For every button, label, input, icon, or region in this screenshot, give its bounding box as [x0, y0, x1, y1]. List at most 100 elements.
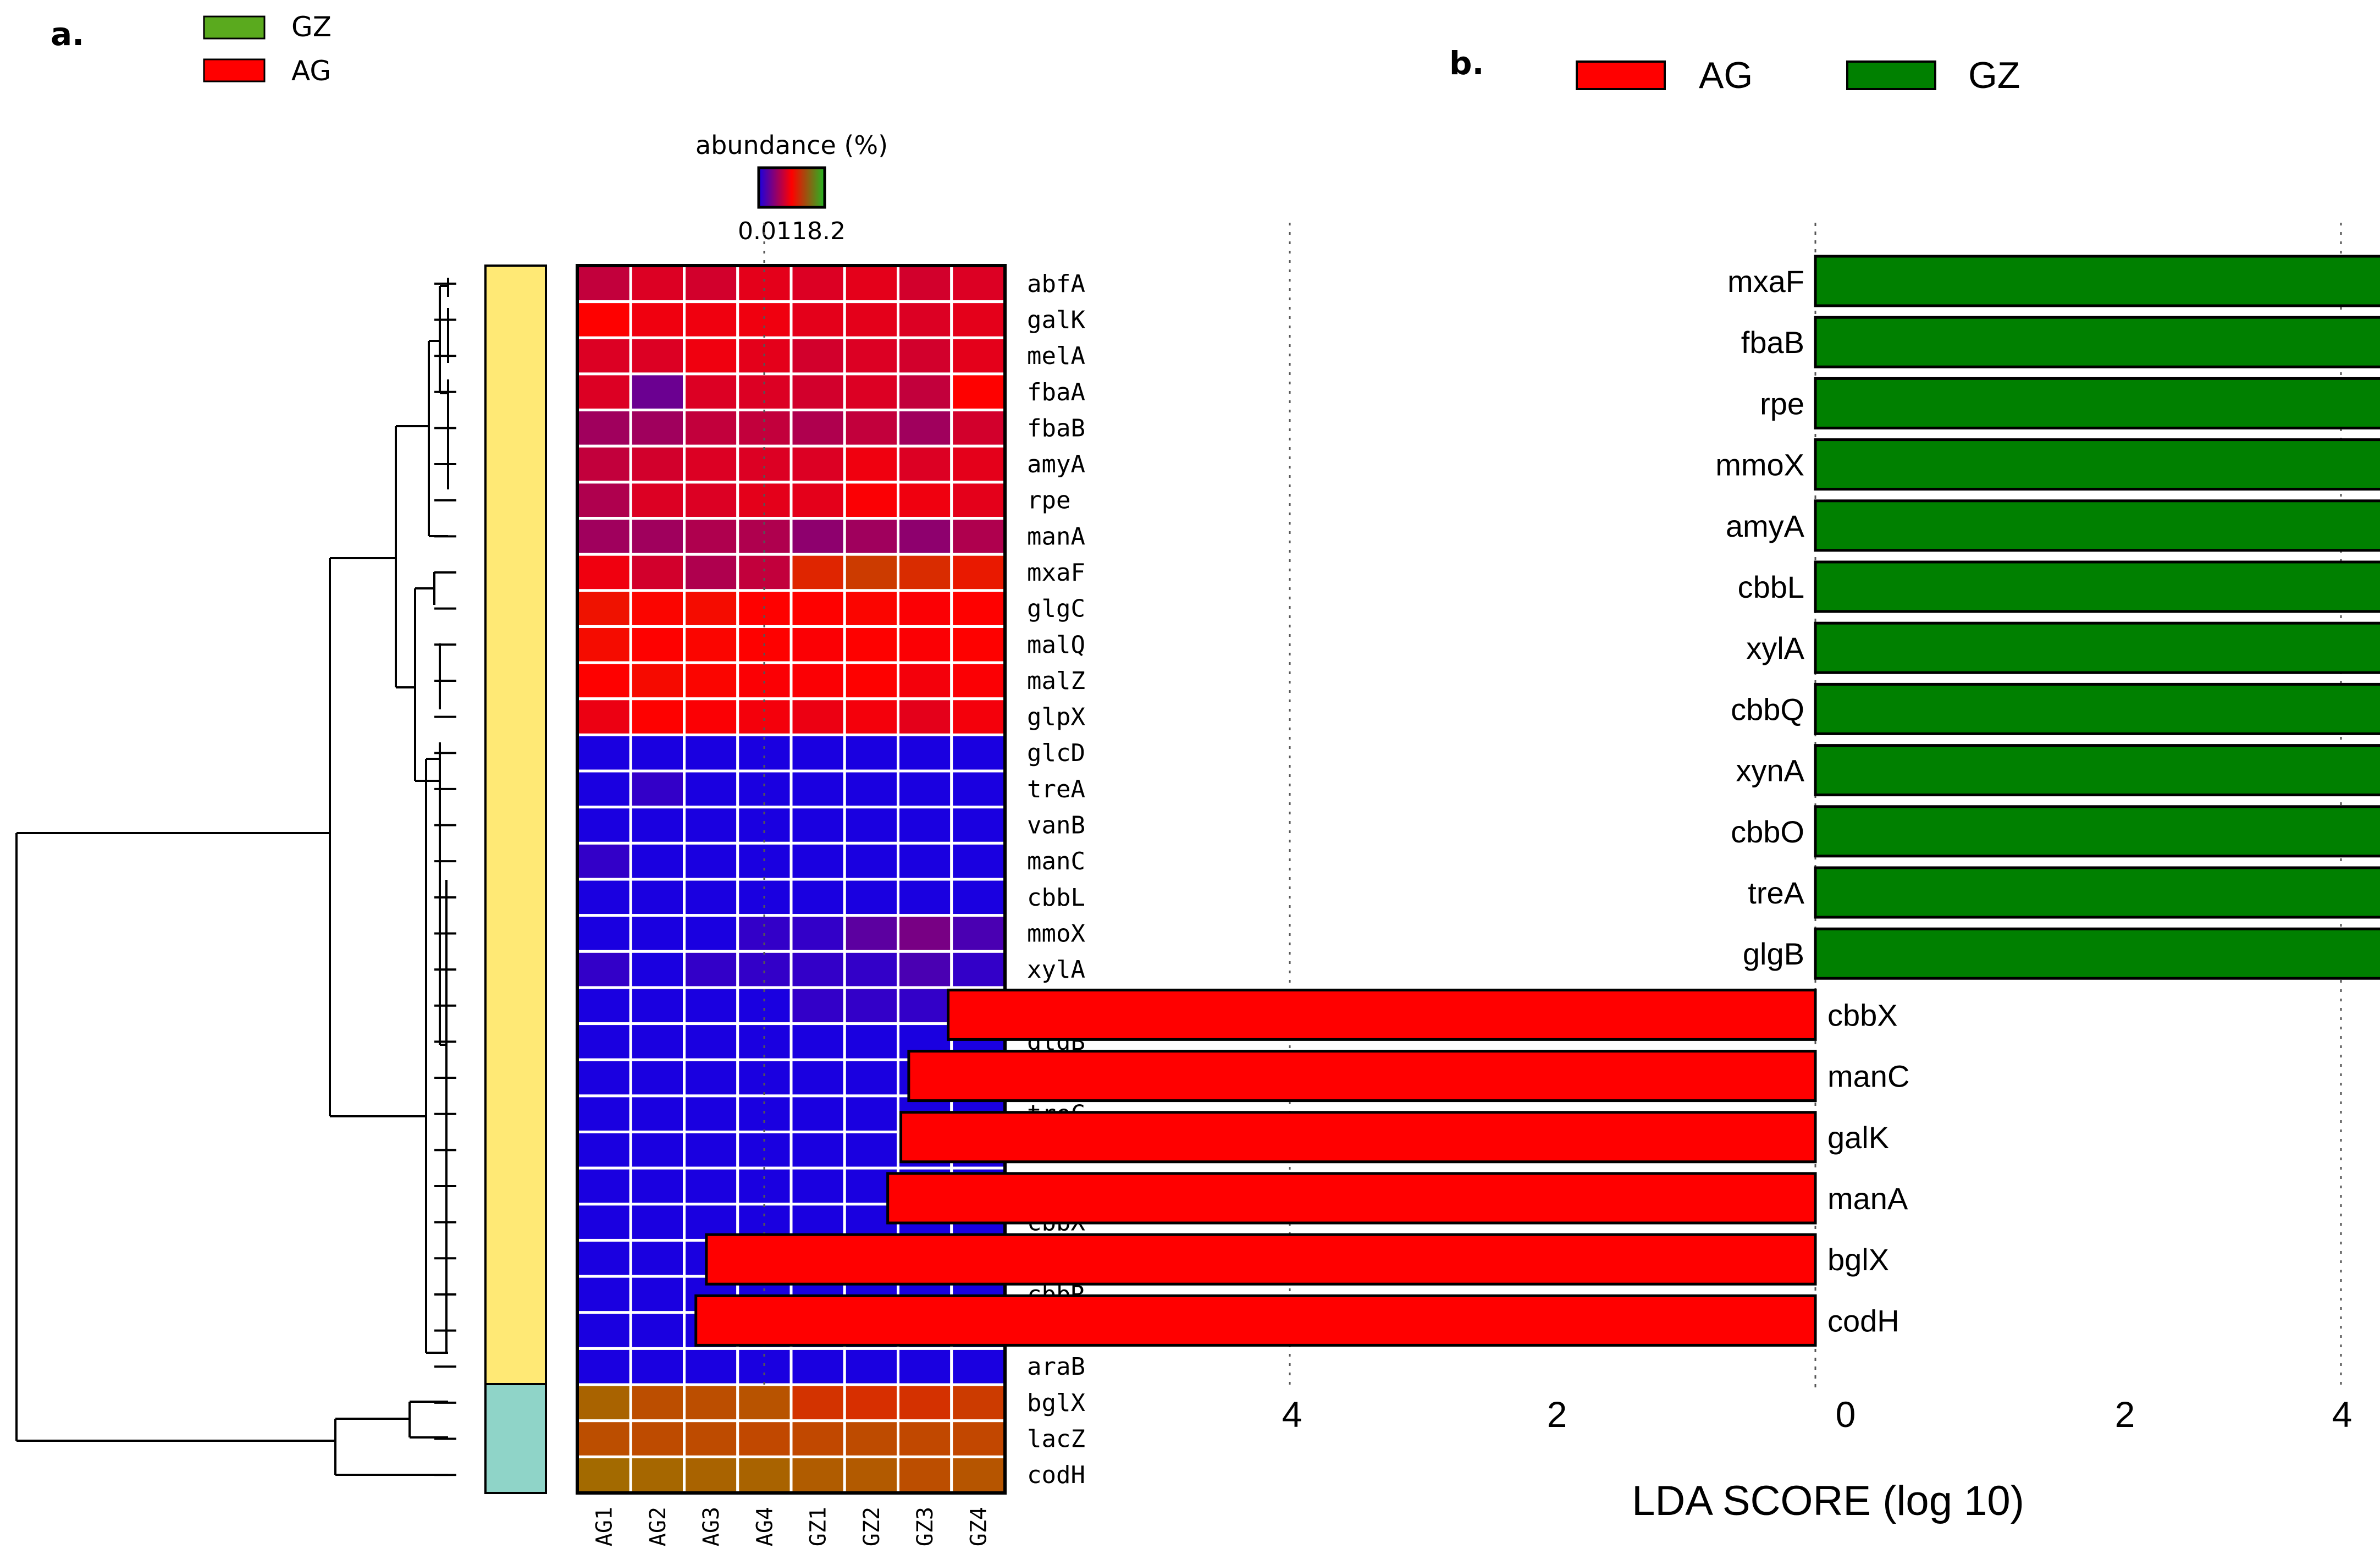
heatmap-cell	[897, 372, 953, 412]
heatmap-cell	[950, 661, 1007, 701]
legend-swatch-ag	[203, 58, 266, 82]
heatmap-cell	[576, 1094, 632, 1134]
heatmap-cell	[629, 1311, 686, 1350]
gene-label: bglX	[1027, 1389, 1085, 1417]
heatmap-frame	[576, 264, 1007, 1495]
heatmap-cell	[897, 841, 953, 881]
heatmap-cell	[789, 481, 846, 520]
heatmap-cell	[683, 950, 739, 989]
heatmap-cell	[789, 697, 846, 736]
heatmap-cell	[576, 444, 632, 484]
heatmap-cell	[576, 1275, 632, 1314]
lda-bar-label: cbbL	[1738, 570, 1804, 604]
heatmap-cell	[683, 1455, 739, 1495]
heatmap-cell	[683, 444, 739, 484]
heatmap-cell	[789, 1383, 846, 1423]
heatmap-cell	[736, 1383, 793, 1423]
heatmap-cell	[789, 769, 846, 809]
heatmap-cell	[789, 914, 846, 953]
heatmap-cell	[629, 841, 686, 881]
heatmap-cell	[683, 589, 739, 628]
heatmap-cell	[843, 1131, 899, 1170]
heatmap-cell	[897, 697, 953, 736]
heatmap-cell	[897, 553, 953, 592]
heatmap-cell	[629, 1131, 686, 1170]
lda-bar-label: manC	[1827, 1059, 1909, 1094]
heatmap-cell	[736, 661, 793, 701]
heatmap-cell	[576, 733, 632, 773]
lda-bar	[907, 1050, 1817, 1103]
heatmap-cell	[629, 986, 686, 1026]
heatmap-cell	[683, 336, 739, 376]
heatmap-cell	[897, 517, 953, 556]
lda-bar-label: fbaB	[1741, 325, 1804, 360]
heatmap-cell	[789, 1166, 846, 1206]
lda-bar	[1814, 621, 2380, 674]
heatmap-cell	[897, 950, 953, 989]
legend-label-ag: AG	[291, 55, 331, 87]
heatmap-cell	[843, 372, 899, 412]
lda-bar-label: mxaF	[1727, 264, 1804, 299]
lda-bar	[1814, 866, 2380, 919]
panel-b-label: b.	[1449, 45, 1484, 82]
heatmap-cell	[683, 841, 739, 881]
heatmap-cell	[683, 409, 739, 448]
heatmap-cell	[629, 1455, 686, 1495]
heatmap-cell	[576, 409, 632, 448]
lda-legend-label-ag: AG	[1699, 54, 1753, 96]
heatmap-cell	[576, 986, 632, 1026]
heatmap-cell	[789, 589, 846, 628]
heatmap-cell	[629, 1238, 686, 1278]
heatmap-cell	[683, 481, 739, 520]
heatmap-cell	[950, 300, 1007, 339]
color-scale-ticks: 0.0118.2	[738, 217, 846, 245]
heatmap-cell	[789, 1347, 846, 1386]
heatmap-cell	[629, 481, 686, 520]
row-dendrogram	[15, 278, 456, 1476]
heatmap-cell	[843, 481, 899, 520]
heatmap-cell	[576, 336, 632, 376]
heatmap-cell	[897, 733, 953, 773]
gene-label: amyA	[1027, 450, 1085, 478]
heatmap-cell	[683, 517, 739, 556]
color-scale-title: abundance (%)	[695, 130, 888, 160]
lda-bar	[1814, 560, 2380, 613]
heatmap-cell	[789, 1419, 846, 1458]
lda-bar	[1814, 438, 2380, 491]
gene-label: galK	[1027, 306, 1085, 334]
heatmap-cell	[843, 914, 899, 953]
heatmap-cell	[950, 264, 1007, 304]
gene-label: xylA	[1027, 956, 1085, 984]
heatmap-cell	[843, 1094, 899, 1134]
heatmap-cell	[576, 841, 632, 881]
lda-bar	[1814, 316, 2380, 368]
lda-bar-label: cbbX	[1827, 998, 1898, 1032]
heatmap-cell	[789, 264, 846, 304]
heatmap-cell	[789, 878, 846, 917]
heatmap-cell	[950, 697, 1007, 736]
gene-label: malZ	[1027, 667, 1085, 695]
heatmap-cell	[950, 444, 1007, 484]
heatmap-cell	[576, 300, 632, 339]
gene-label: glgC	[1027, 595, 1085, 623]
gene-label: mxaF	[1027, 559, 1085, 587]
heatmap-cell	[950, 409, 1007, 448]
gene-label: melA	[1027, 342, 1085, 370]
heatmap-cell	[576, 264, 632, 304]
lda-bar	[1814, 377, 2380, 429]
heatmap-cell	[629, 625, 686, 664]
heatmap-cell	[576, 1311, 632, 1350]
gene-label: fbaA	[1027, 378, 1085, 406]
heatmap-cell	[683, 914, 739, 953]
sample-label: AG2	[645, 1507, 671, 1546]
heatmap-cell	[950, 914, 1007, 953]
heatmap-cell	[897, 661, 953, 701]
gene-label: cbbL	[1027, 884, 1085, 912]
heatmap-cell	[629, 409, 686, 448]
heatmap-cell	[683, 1383, 739, 1423]
heatmap-cell	[789, 517, 846, 556]
sample-label: GZ4	[966, 1507, 991, 1546]
heatmap-cell	[736, 1419, 793, 1458]
heatmap-cell	[576, 589, 632, 628]
heatmap-cell	[950, 950, 1007, 989]
